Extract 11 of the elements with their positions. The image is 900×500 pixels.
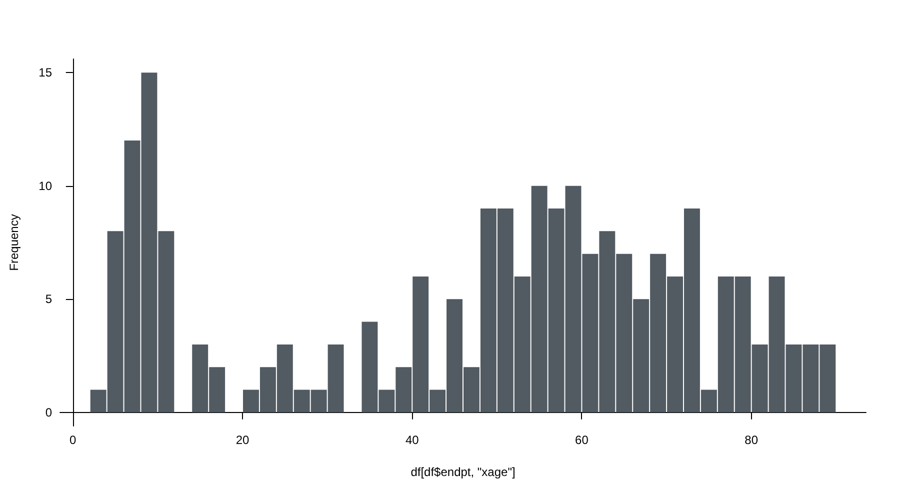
y-tick-label: 15: [38, 66, 52, 80]
y-tick-label: 10: [38, 178, 52, 193]
x-tick-label: 60: [575, 433, 589, 447]
y-tick-label: 5: [45, 292, 52, 306]
x-axis-title: df[df$endpt, "xage"]: [410, 465, 516, 479]
y-tick-label: 0: [45, 405, 52, 420]
x-tick-label: 80: [744, 433, 758, 447]
x-tick-label: 20: [236, 433, 250, 447]
x-tick-label: 0: [70, 433, 77, 447]
y-axis-title: Frequency: [7, 214, 21, 271]
x-tick-label: 40: [405, 433, 420, 447]
